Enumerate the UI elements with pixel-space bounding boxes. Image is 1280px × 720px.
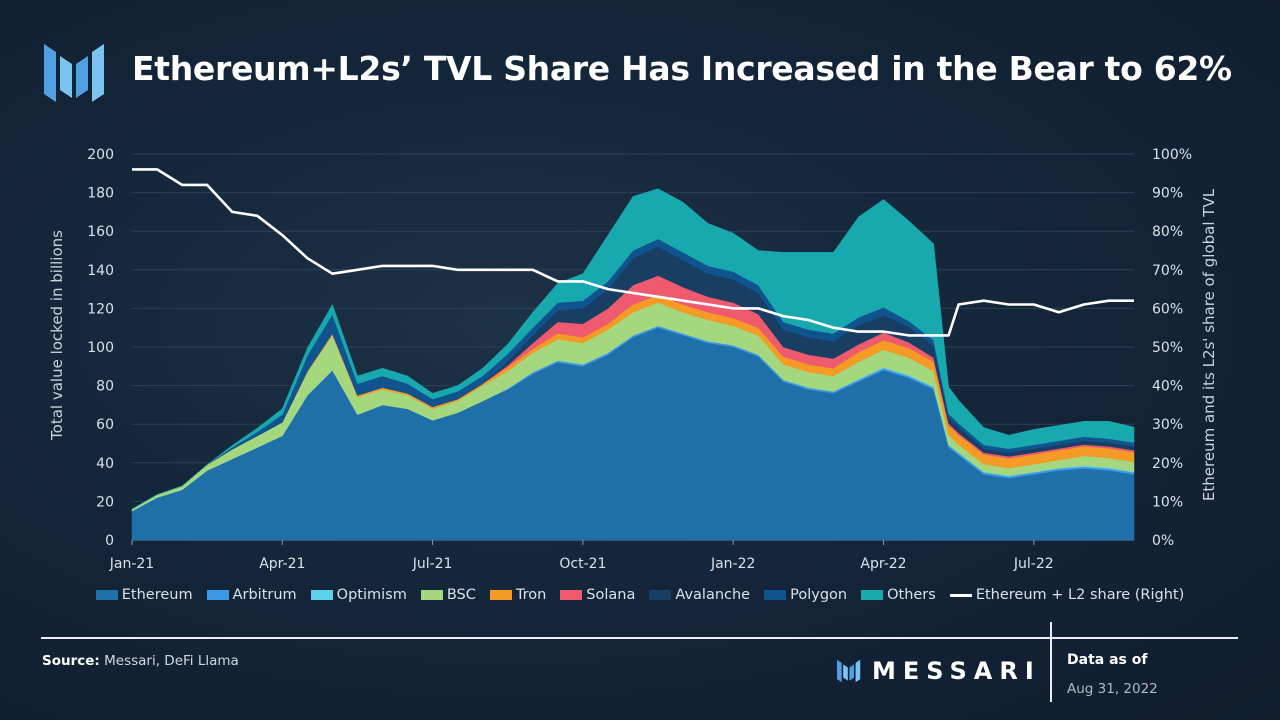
y2-tick-label: 90%	[1152, 186, 1183, 202]
y-axis-left-ticks: 0 20 40 60 80 100 120 140 160 180 200	[87, 147, 114, 549]
legend-label: Ethereum + L2 share (Right)	[975, 587, 1185, 603]
y2-tick-label: 100%	[1152, 147, 1192, 163]
y-tick-label: 180	[87, 186, 114, 202]
y-tick-label: 200	[87, 147, 114, 163]
legend-label: Polygon	[790, 587, 848, 603]
legend-item-tron: Tron	[489, 587, 547, 603]
y2-tick-label: 80%	[1152, 224, 1183, 240]
y2-tick-label: 20%	[1152, 456, 1183, 472]
legend-label: Avalanche	[675, 587, 751, 603]
x-tick-label: Jul-22	[1013, 556, 1054, 572]
y2-tick-label: 70%	[1152, 263, 1183, 279]
y-tick-label: 120	[87, 301, 114, 317]
legend-item-avalanche: Avalanche	[649, 587, 750, 603]
x-tick-label: Apr-21	[259, 556, 305, 572]
legend-label: Tron	[515, 587, 547, 603]
y-axis-right-ticks: 0% 10% 20% 30% 40% 50% 60% 70% 80% 90% 100%	[1152, 147, 1192, 549]
y2-axis-title: Ethereum and its L2s' share of global TV…	[1200, 188, 1218, 501]
source-label: Source:	[42, 653, 100, 669]
y2-tick-label: 50%	[1152, 340, 1183, 356]
source-text: Messari, DeFi Llama	[99, 653, 239, 669]
legend-label: Others	[887, 587, 936, 603]
data-as-of-label: Data as of	[1067, 652, 1148, 668]
legend-swatch	[861, 590, 884, 600]
footer-vertical-divider	[1050, 622, 1052, 702]
y-tick-label: 100	[87, 340, 114, 356]
tvl-chart: 0 20 40 60 80 100 120 140 160 180 200 0% 10% 20% 30% 4…	[48, 147, 1218, 572]
y-axis-title: Total value locked in billions	[48, 230, 66, 441]
legend-item-others: Others	[861, 587, 936, 603]
legend-swatch	[649, 590, 672, 600]
legend-label: Ethereum	[121, 587, 193, 603]
x-tick-label: Jan-22	[710, 556, 755, 572]
legend-item-polygon: Polygon	[764, 587, 847, 603]
y-tick-label: 20	[96, 494, 114, 510]
legend-swatch	[420, 590, 443, 600]
legend-swatch	[949, 593, 972, 597]
brand: MESSARI	[836, 657, 1041, 685]
legend-item-ethereum: Ethereum	[95, 587, 193, 603]
messari-mark-icon	[837, 659, 861, 683]
legend-swatch	[95, 590, 118, 600]
x-axis-ticks: Jan-21 Apr-21 Jul-21 Oct-21 Jan-22 Apr-22 Jul-…	[109, 540, 1054, 572]
legend-swatch	[764, 590, 787, 600]
x-tick-label: Jul-21	[412, 556, 453, 572]
y-tick-label: 40	[96, 456, 114, 472]
stacked-areas	[131, 188, 1135, 541]
y2-tick-label: 60%	[1152, 301, 1183, 317]
y2-tick-label: 10%	[1152, 494, 1183, 510]
y-tick-label: 160	[87, 224, 114, 240]
data-as-of-date: Aug 31, 2022	[1067, 681, 1158, 697]
legend-label: Arbitrum	[232, 587, 297, 603]
legend-swatch	[489, 590, 512, 600]
share-line-path	[132, 168, 1134, 337]
messari-logo-icon	[44, 44, 104, 102]
y-tick-label: 80	[96, 379, 114, 395]
legend-item-solana: Solana	[560, 587, 635, 603]
footer-divider	[41, 637, 1238, 639]
legend-label: Solana	[586, 587, 636, 603]
legend-item-ethereum-l2-share-right: Ethereum + L2 share (Right)	[949, 587, 1185, 603]
source-note: Source: Messari, DeFi Llama	[42, 653, 239, 669]
area-others	[131, 188, 1135, 510]
y2-tick-label: 30%	[1152, 417, 1183, 433]
chart-legend: Ethereum Arbitrum Optimism BSC Tron Solana Ava…	[0, 587, 1280, 603]
legend-item-bsc: BSC	[420, 587, 476, 603]
y2-tick-label: 40%	[1152, 379, 1183, 395]
legend-swatch	[560, 590, 583, 600]
x-tick-label: Apr-22	[860, 556, 906, 572]
legend-swatch	[310, 590, 333, 600]
x-tick-label: Oct-21	[559, 556, 606, 572]
x-tick-label: Jan-21	[109, 556, 154, 572]
brand-wordmark: MESSARI	[872, 657, 1041, 685]
y2-tick-label: 0%	[1152, 533, 1174, 549]
legend-label: Optimism	[336, 587, 407, 603]
page-title: Ethereum+L2s’ TVL Share Has Increased in…	[132, 49, 1232, 88]
legend-swatch	[206, 590, 229, 600]
share-line	[132, 168, 1134, 337]
y-tick-label: 60	[96, 417, 114, 433]
y-tick-label: 0	[105, 533, 114, 549]
legend-item-arbitrum: Arbitrum	[206, 587, 297, 603]
legend-label: BSC	[446, 587, 476, 603]
y-tick-label: 140	[87, 263, 114, 279]
legend-item-optimism: Optimism	[310, 587, 407, 603]
